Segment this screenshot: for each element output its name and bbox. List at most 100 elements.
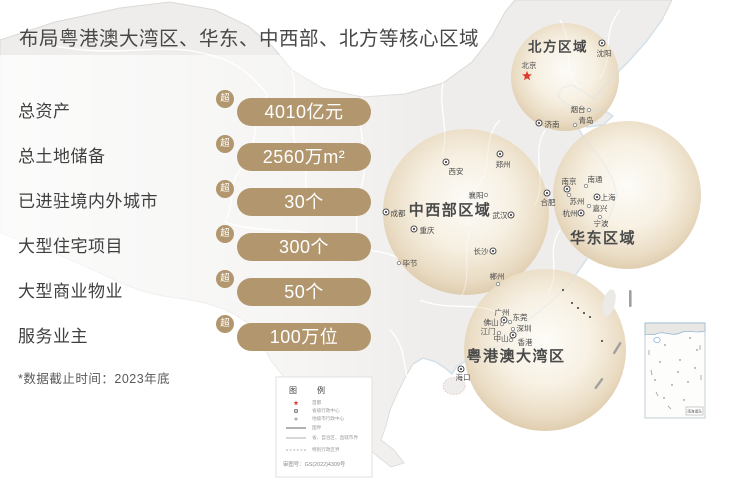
city-capital-marker: 香港 (509, 331, 533, 347)
city-label: 嘉兴 (593, 203, 608, 213)
over-badge: 超 (216, 270, 234, 288)
stat-label: 大型住宅项目 (18, 237, 123, 256)
city-capital-marker: 郑州 (496, 150, 511, 169)
city-label: 广州 (495, 307, 510, 317)
city-label: 杭州 (563, 208, 578, 218)
region-label-north: 北方区域 (528, 39, 588, 55)
stat-label: 大型商业物业 (18, 282, 123, 301)
city-label: 西安 (449, 166, 464, 176)
region-label-bay-area: 粤港澳大湾区 (466, 347, 565, 365)
city-label: 青岛 (579, 115, 594, 125)
city-city-marker: 深圳 (510, 323, 532, 333)
red-islet-dots (562, 289, 603, 342)
city-city-marker: 郴州 (490, 272, 505, 287)
city-city-marker: 江门 (481, 327, 502, 336)
city-label: 香港 (518, 337, 533, 347)
city-label: 郑州 (496, 159, 511, 169)
city-city-marker: 嘉兴 (586, 203, 608, 213)
city-label: 郴州 (490, 272, 505, 281)
stat-row-residential-projects: 大型住宅项目 超 300个 (18, 225, 378, 261)
city-label: 上海 (601, 192, 616, 202)
stat-row-owners-served: 服务业主 超 100万位 (18, 315, 378, 351)
stat-pill: 超 300个 (216, 225, 371, 261)
city-label: 海口 (456, 372, 471, 382)
city-label: 成都 (391, 208, 406, 218)
city-city-marker: 毕节 (396, 258, 418, 268)
city-city-marker: 南通 (583, 174, 603, 189)
city-label: 合肥 (541, 197, 556, 207)
inset-mainland (644, 322, 706, 336)
over-badge: 超 (216, 135, 234, 153)
city-capital-marker: 合肥 (541, 189, 556, 207)
city-capital-marker: 杭州 (563, 208, 585, 218)
stat-row-total-assets: 总资产 超 4010亿元 (18, 90, 378, 126)
data-cutoff-footnote: *数据截止时间：2023年底 (18, 372, 171, 386)
over-badge: 超 (216, 225, 234, 243)
city-label: 重庆 (420, 225, 435, 235)
inset-hainan (653, 336, 661, 343)
legend-item: 首都 (293, 399, 322, 406)
taiwan-island (602, 289, 616, 317)
city-label: 深圳 (517, 323, 532, 333)
city-capital-marker: 长沙 (474, 246, 497, 256)
stat-pill: 超 100万位 (216, 315, 371, 351)
city-label: 沈阳 (597, 48, 612, 58)
legend-item: 省级行政中心 (293, 407, 340, 414)
city-label: 毕节 (403, 258, 418, 268)
region-circle-central-west (383, 129, 549, 295)
stat-pill: 超 4010亿元 (216, 90, 371, 126)
city-city-marker: 东莞 (507, 312, 528, 325)
city-capital-marker: 上海 (593, 192, 616, 202)
stat-label: 总土地储备 (18, 147, 106, 166)
city-capital-marker: 南京 (562, 176, 577, 193)
stat-row-commercial-properties: 大型商业物业 超 50个 (18, 270, 378, 306)
stat-label: 总资产 (18, 102, 71, 121)
stat-row-cities: 已进驻境内外城市 超 30个 (18, 180, 378, 216)
city-capital-marker: 成都 (382, 208, 406, 218)
city-label: 武汉 (493, 210, 508, 220)
stat-label: 服务业主 (18, 327, 88, 346)
legend-title: 图 例 (289, 385, 331, 395)
city-capital-marker: 海口 (456, 365, 471, 382)
city-label: 烟台 (571, 104, 586, 114)
city-label: 长沙 (474, 246, 489, 256)
city-capital-marker: 沈阳 (597, 39, 612, 58)
stat-value: 30个 (284, 192, 324, 212)
inset-map-south-china-sea: 南海诸岛 (644, 322, 706, 419)
stat-pill: 超 2560万m² (216, 135, 371, 171)
city-label: 南通 (588, 174, 603, 184)
over-badge: 超 (216, 315, 234, 333)
city-city-marker: 宁波 (594, 214, 609, 228)
city-city-marker: 苏州 (566, 192, 585, 206)
legend-item: 地级市行政中心 (294, 415, 345, 422)
city-label: 宁波 (594, 218, 609, 228)
inset-boundary-dashes (648, 345, 702, 410)
city-capital-marker: 济南 (535, 119, 560, 129)
region-circle-north (511, 23, 619, 131)
region-label-central-west: 中西部区域 (409, 201, 492, 219)
city-city-marker: 襄阳 (469, 190, 489, 200)
city-capital-marker: 广州 (495, 307, 510, 324)
stat-value: 2560万m² (262, 147, 346, 167)
sea-boundary-dashes (594, 290, 632, 390)
legend-label: 省、自治区、直辖市界 (312, 434, 358, 441)
city-capital-marker: 西安 (442, 158, 464, 176)
city-label: 中山 (494, 333, 509, 343)
stat-row-land-reserve: 总土地储备 超 2560万m² (18, 135, 378, 171)
legend-label: 特别行政区界 (312, 446, 340, 453)
legend-label: 地级市行政中心 (312, 415, 345, 422)
city-label: 济南 (545, 119, 560, 129)
city-label: 苏州 (570, 196, 585, 206)
city-star-marker: 北京 (522, 60, 537, 81)
legend-item: 特别行政区界 (286, 446, 340, 453)
city-city-marker: 烟台 (571, 104, 592, 114)
legend-approval-number: 审图号：GS(2022)4309号 (283, 460, 346, 468)
city-city-marker: 中山 (494, 333, 514, 343)
over-badge: 超 (216, 180, 234, 198)
legend-item: 国界 (286, 425, 322, 431)
region-circle-east (553, 121, 701, 269)
